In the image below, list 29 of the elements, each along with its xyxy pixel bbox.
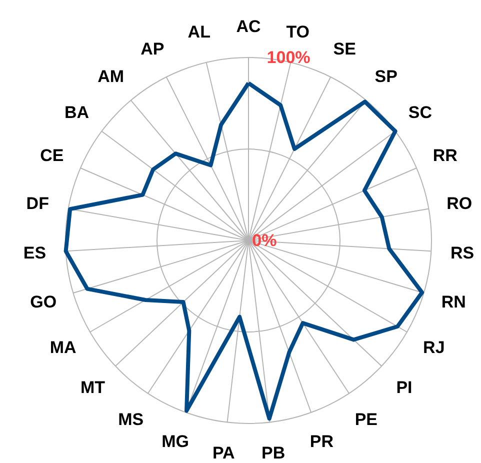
spoke-label: PR [310, 432, 334, 452]
spoke-label: AP [140, 40, 164, 59]
y-tick-label: 100% [266, 48, 310, 67]
spoke-label: SE [333, 40, 356, 59]
spoke-label: PE [354, 410, 378, 429]
spoke-label: MS [118, 410, 144, 429]
y-tick-label: 0% [252, 231, 277, 250]
spoke-label: PA [212, 444, 235, 463]
spoke-label: RS [450, 243, 474, 262]
spoke-label: PI [396, 378, 412, 397]
spoke-label: PB [262, 444, 286, 463]
spoke-label: RJ [423, 338, 445, 358]
spoke-label: AM [98, 66, 124, 86]
spoke-label: RR [432, 146, 458, 166]
spoke-label: CE [40, 146, 64, 166]
spoke-label: DF [26, 194, 49, 213]
spoke-label: MG [162, 432, 189, 452]
spoke-label: TO [286, 22, 310, 42]
spoke-label: ES [23, 243, 46, 262]
spoke-label: MT [80, 378, 106, 397]
spoke-label: RN [441, 292, 466, 312]
spoke-label: AC [236, 16, 261, 36]
spoke-label: SP [374, 66, 398, 86]
spoke-label: BA [64, 103, 90, 122]
spoke-label: AL [188, 22, 210, 42]
spoke-label: SC [408, 103, 432, 122]
spoke-label: RO [446, 194, 472, 213]
spoke-label: GO [30, 292, 57, 312]
spoke-label: MA [50, 338, 76, 358]
